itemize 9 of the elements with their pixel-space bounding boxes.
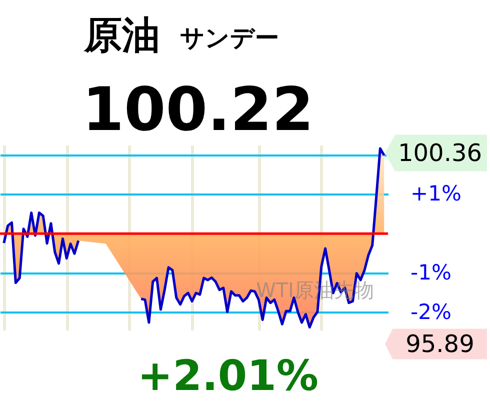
y-tick-label: -2% <box>410 300 452 324</box>
text: 95.89 <box>406 330 474 358</box>
text: +2.01% <box>138 351 318 400</box>
chart-title: 原油 <box>83 13 160 57</box>
text: 100.36 <box>398 139 482 167</box>
chart-subtitle: サンデー <box>180 24 279 52</box>
text: 100.22 <box>82 75 314 145</box>
y-tick-label: +1% <box>410 182 462 206</box>
y-tick-label: -1% <box>410 260 452 284</box>
